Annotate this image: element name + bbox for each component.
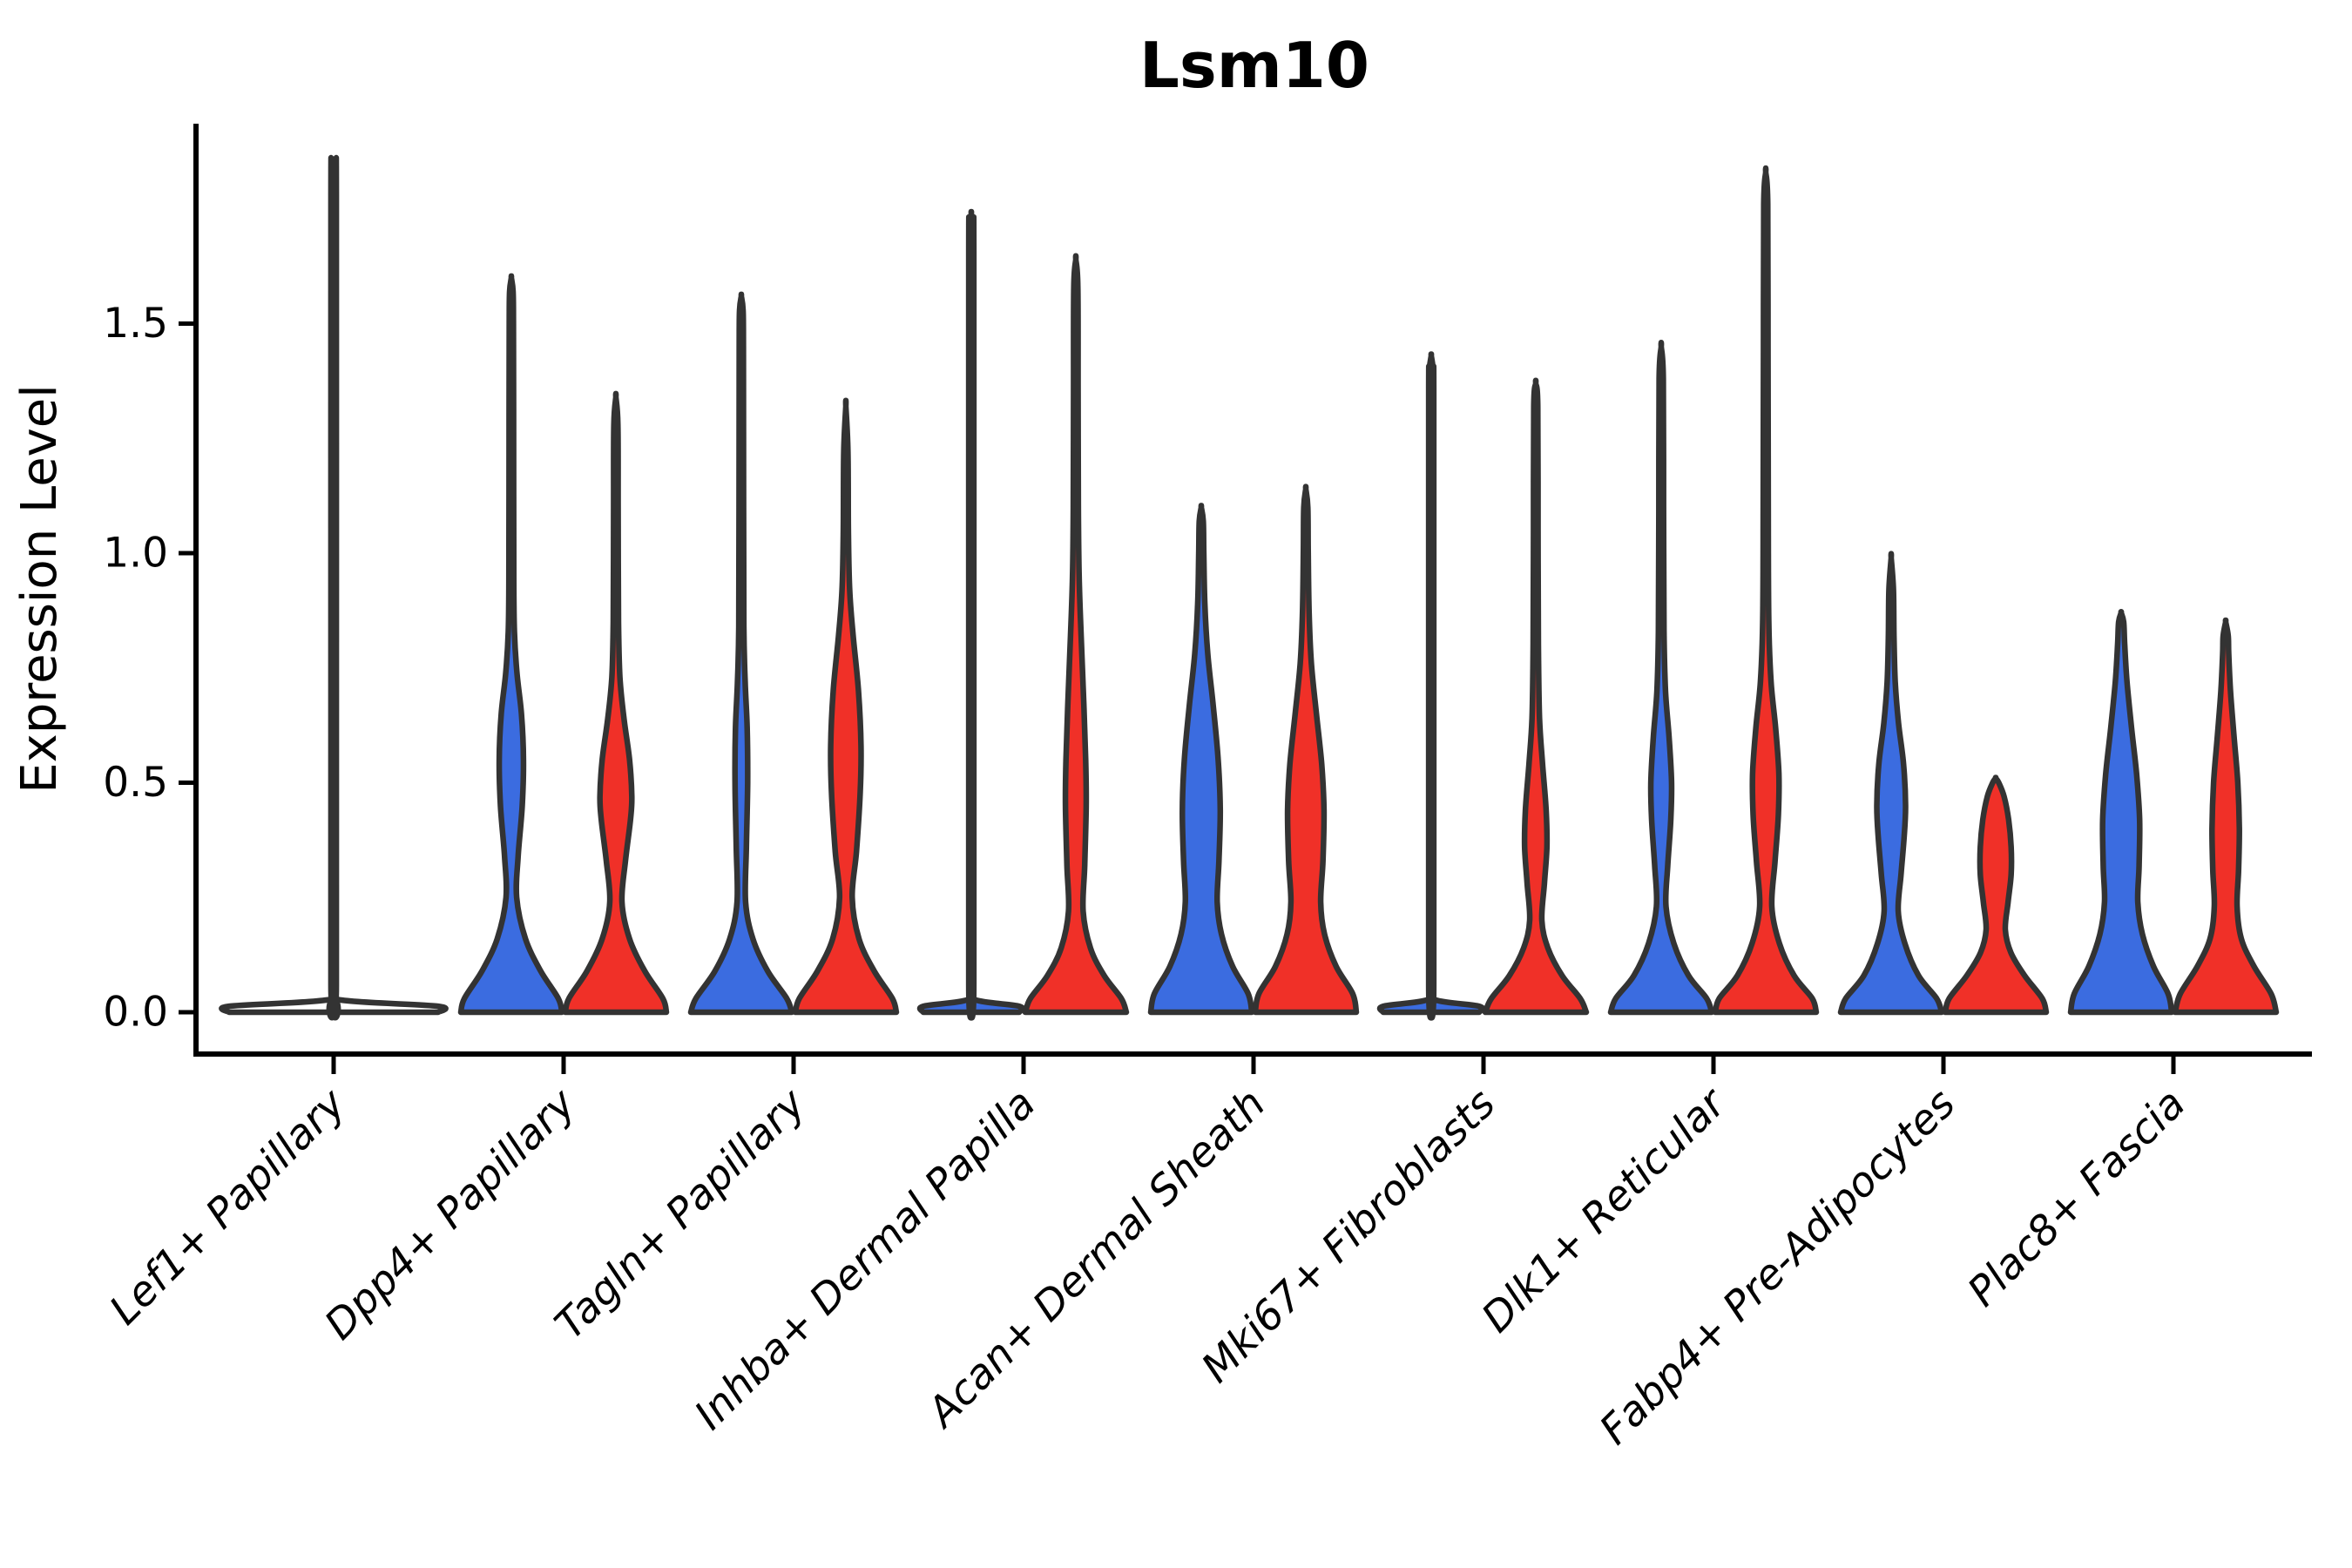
violin-acan-blue (1147, 503, 1255, 1016)
x-tick-label: Dlk1+ Reticular (1473, 1078, 1737, 1342)
y-axis-label: Expression Level (11, 384, 68, 794)
violin-mki67-blue (1376, 351, 1486, 1021)
violin-fabp4-blue (1837, 551, 1945, 1016)
violin-tagln-blue (687, 291, 795, 1016)
violin-inhba-red (1022, 253, 1130, 1016)
violin-dlk1-blue (1607, 340, 1715, 1016)
violin-inhba-blue (916, 208, 1026, 1021)
violin-tagln-red (792, 397, 900, 1016)
x-tick-label: Plac8+ Fascia (1958, 1080, 2194, 1316)
y-tick-label: 0.0 (103, 989, 168, 1037)
violin-lef1-single (219, 154, 449, 1021)
y-tick-label: 0.5 (103, 759, 168, 807)
x-tick-label: Lef1+ Papillary (100, 1079, 355, 1335)
y-tick-label: 1.0 (103, 530, 168, 578)
violin-dlk1-red (1712, 165, 1820, 1016)
violin-acan-red (1252, 483, 1360, 1016)
violin-mki67-red (1482, 377, 1590, 1016)
x-tick-label: Dpp4+ Papillary (315, 1079, 585, 1349)
plot-title: Lsm10 (1139, 29, 1369, 102)
violin-dpp4-blue (457, 273, 565, 1016)
y-tick-label: 1.5 (103, 300, 168, 348)
violin-plac8-red (2172, 617, 2280, 1016)
violin-fabp4-red (1942, 774, 2050, 1016)
x-tick-label: Tagln+ Papillary (546, 1079, 816, 1349)
violin-plac8-blue (2067, 608, 2175, 1016)
violin-dpp4-red (562, 390, 670, 1016)
